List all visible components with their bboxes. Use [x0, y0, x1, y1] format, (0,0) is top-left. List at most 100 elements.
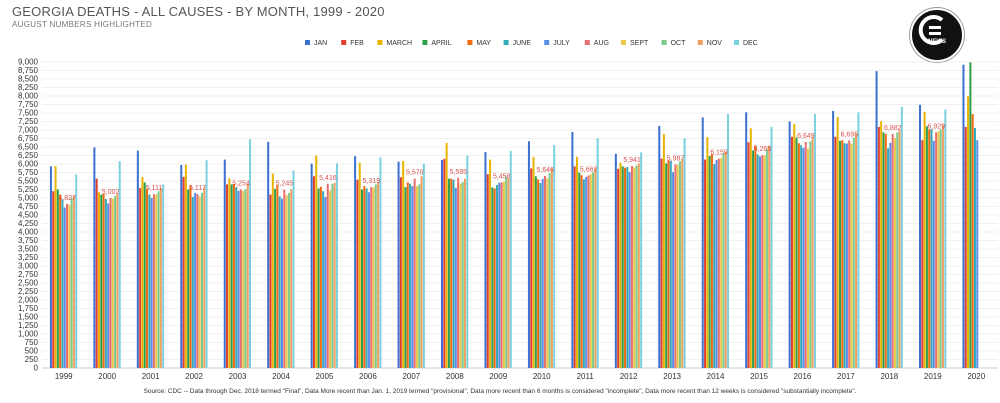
bar-nov — [246, 183, 249, 368]
bar-dec — [900, 106, 903, 368]
legend-swatch — [584, 40, 590, 45]
bar-jan — [397, 161, 400, 368]
y-tick-label: 0 — [34, 364, 39, 373]
y-tick-label: 1,250 — [18, 321, 39, 330]
x-tick-label: 2010 — [533, 372, 551, 381]
bar-may — [189, 185, 192, 368]
aug-data-label: 5,458 — [493, 173, 511, 180]
aug-data-label: 5,941 — [623, 157, 641, 164]
bar-nov — [681, 158, 684, 368]
y-tick-label: 500 — [25, 347, 39, 356]
bar-sept — [155, 194, 158, 368]
aug-data-label: 5,245 — [276, 181, 294, 188]
y-tick-label: 5,750 — [18, 168, 39, 177]
bar-nov — [724, 152, 727, 368]
legend-swatch — [422, 40, 428, 45]
bar-nov — [290, 189, 293, 368]
bar-july — [150, 198, 153, 368]
bar-may — [146, 188, 149, 368]
bar-sept — [850, 143, 853, 368]
bar-may — [841, 140, 844, 368]
bar-april — [925, 126, 928, 368]
bar-oct — [200, 192, 203, 368]
bar-chart: 02505007501,0001,2501,5001,7502,0002,250… — [18, 40, 998, 381]
bar-dec — [727, 114, 730, 369]
legend-label: MARCH — [386, 40, 412, 47]
bar-sept — [633, 167, 636, 368]
bar-march — [141, 176, 144, 368]
bar-feb — [486, 174, 489, 368]
y-tick-label: 5,500 — [18, 177, 39, 186]
y-tick-label: 2,750 — [18, 270, 39, 279]
x-tick-label: 2000 — [98, 372, 116, 381]
bar-nov — [855, 134, 858, 368]
bar-dec — [335, 163, 338, 368]
y-tick-label: 6,750 — [18, 134, 39, 143]
bar-june — [539, 183, 542, 368]
y-tick-label: 4,500 — [18, 211, 39, 220]
bar-dec — [813, 114, 816, 369]
bar-jan — [310, 163, 313, 368]
aug-data-label: 5,646 — [536, 167, 554, 174]
bar-aug — [544, 176, 547, 368]
bar-oct — [592, 172, 595, 368]
y-tick-label: 750 — [25, 338, 39, 347]
bar-dec — [422, 163, 425, 368]
bar-june — [322, 191, 325, 368]
news-logo: NEWS — [910, 8, 964, 62]
aug-data-label: 5,987 — [667, 155, 685, 162]
y-tick-label: 6,500 — [18, 143, 39, 152]
bar-june — [104, 199, 107, 368]
bar-oct — [765, 149, 768, 368]
bar-march — [271, 173, 274, 368]
y-tick-label: 3,000 — [18, 262, 39, 271]
bar-dec — [553, 144, 556, 368]
aug-data-label: 6,265 — [754, 146, 772, 153]
y-tick-label: 5,250 — [18, 185, 39, 194]
bar-may — [797, 143, 800, 368]
bar-sept — [285, 195, 288, 368]
y-tick-label: 7,250 — [18, 117, 39, 126]
aug-data-label: 5,111 — [146, 185, 163, 192]
bar-march — [532, 156, 535, 368]
bar-jan — [136, 150, 139, 368]
legend-label: JUNE — [513, 40, 532, 47]
bar-oct — [461, 182, 464, 368]
bar-nov — [203, 187, 206, 368]
bar-feb — [399, 177, 402, 368]
x-tick-label: 2017 — [837, 372, 855, 381]
bar-sept — [589, 174, 592, 368]
bar-march — [228, 178, 231, 368]
bar-sept — [198, 196, 201, 368]
aug-data-label: 5,002 — [102, 189, 120, 196]
bar-feb — [790, 136, 793, 368]
bar-jan — [962, 64, 965, 368]
legend-label: MAY — [476, 40, 491, 47]
aug-data-label: 6,882 — [884, 125, 902, 132]
bar-jan — [571, 132, 574, 368]
bar-june — [800, 145, 803, 368]
y-tick-label: 5,000 — [18, 194, 39, 203]
bar-feb — [226, 184, 229, 368]
bar-march — [749, 128, 752, 368]
bar-aug — [935, 132, 938, 368]
bar-oct — [114, 195, 117, 368]
bar-may — [59, 194, 62, 368]
bar-sept — [372, 187, 375, 368]
x-tick-label: 2001 — [142, 372, 160, 381]
bar-feb — [617, 168, 620, 368]
bar-nov — [594, 168, 597, 368]
aug-data-label: 5,595 — [450, 169, 468, 176]
bar-june — [191, 196, 194, 368]
source-note: Source: CDC -- Data through Dec. 2018 te… — [143, 388, 857, 395]
bar-jan — [484, 152, 487, 368]
bar-may — [624, 167, 627, 368]
bar-may — [232, 184, 235, 368]
bar-sept — [459, 183, 462, 368]
y-tick-label: 8,750 — [18, 66, 39, 75]
bar-oct — [678, 161, 681, 368]
bar-nov — [377, 182, 380, 368]
bar-sept — [415, 186, 418, 368]
bar-may — [971, 114, 974, 369]
bar-dec — [75, 174, 78, 368]
